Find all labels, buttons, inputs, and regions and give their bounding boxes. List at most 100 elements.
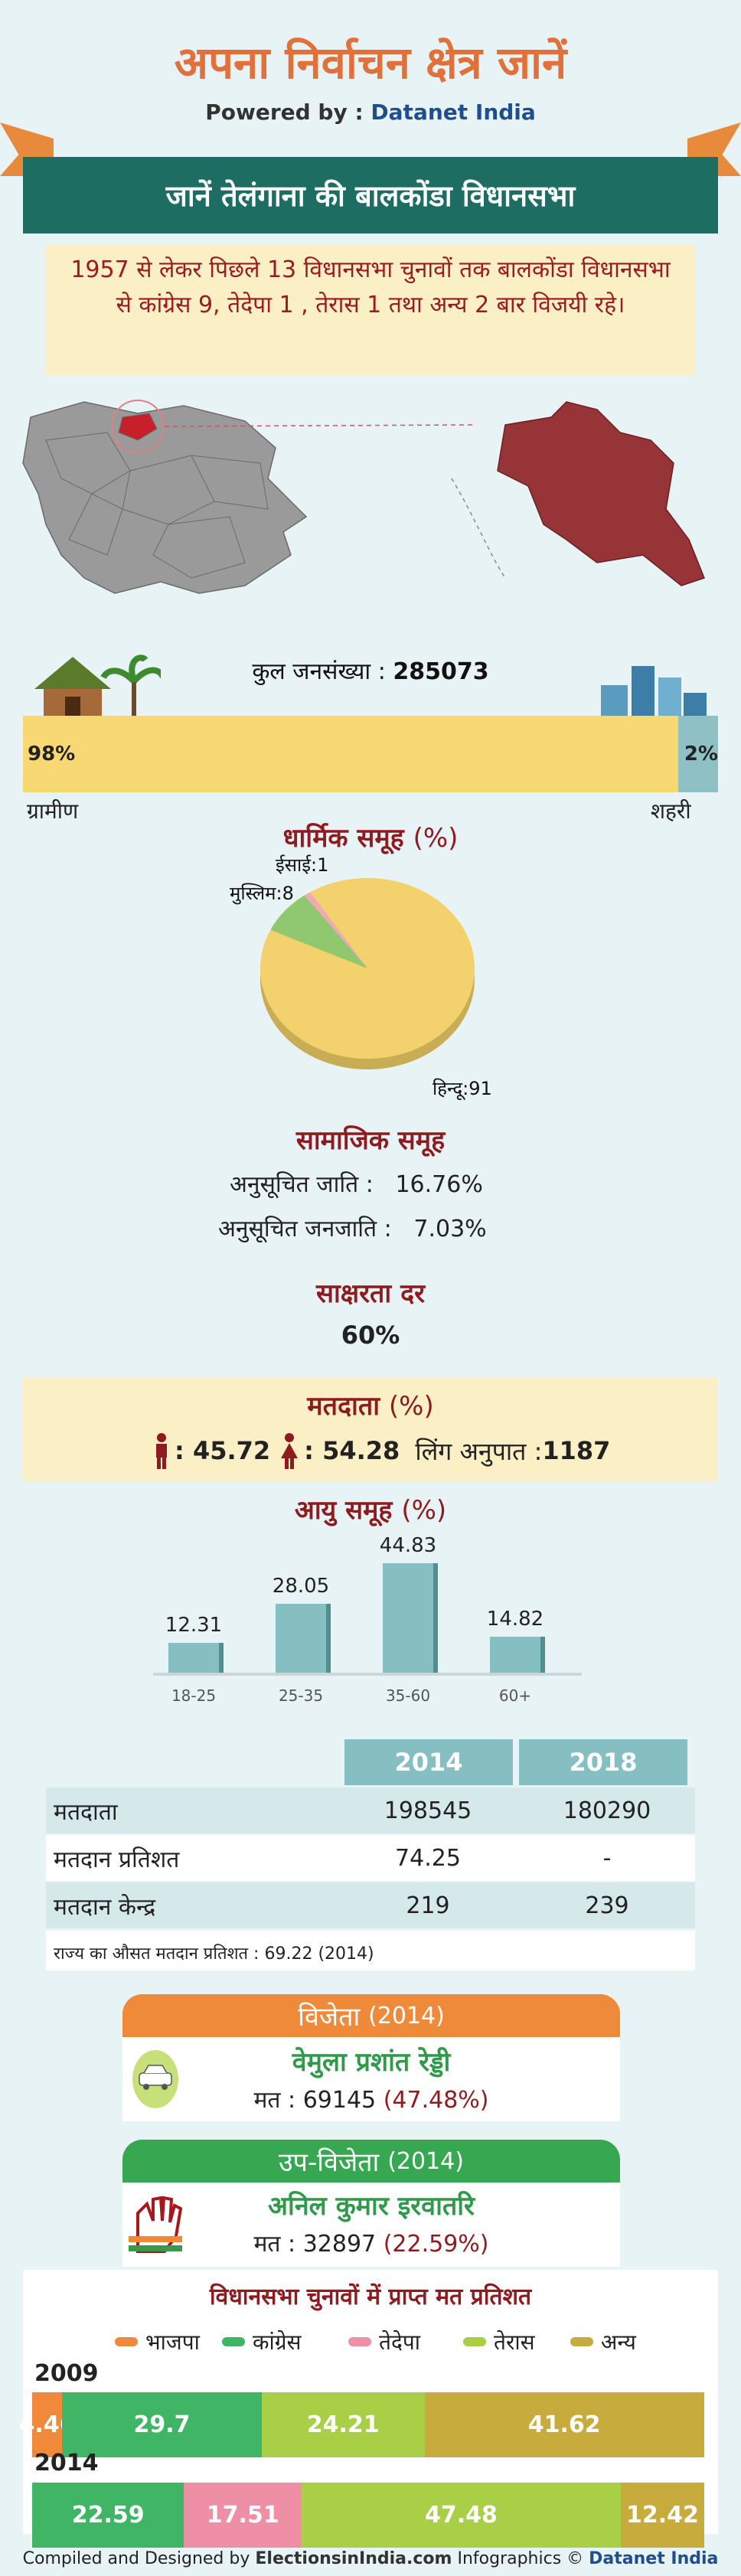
age-title: आयु समूह (%) [0,1491,741,1526]
car-symbol-icon [132,2050,178,2108]
age-bar [276,1604,326,1673]
population-label: कुल जनसंख्या : [252,658,393,685]
vote-share-segment: 22.59 [32,2483,184,2548]
vote-share-bar: 4.46 29.7 24.21 41.62 [19,2392,704,2457]
legend-item: कांग्रेस [222,2327,301,2356]
age-category-label: 35-60 [385,1686,431,1705]
voter-unit: (%) [388,1391,434,1422]
vote-share-segment: 41.62 [424,2392,704,2457]
vote-share-segment: 12.42 [620,2483,704,2548]
runnerup-pct: (22.59%) [383,2231,489,2258]
table-cell-label: मतदाता [54,1798,118,1826]
winner-card: वेमुला प्रशांत रेड्डी मत : 69145 (47.48%… [122,2037,620,2121]
sc-row: अनुसूचित जाति : 16.76% [230,1167,483,1199]
legend-item: अन्य [570,2327,636,2356]
pie-slice-1 [270,895,367,968]
table-cell-2018: 239 [585,1892,629,1919]
legend-swatch [570,2337,593,2346]
female-icon [281,1433,299,1469]
female-pct: : 54.28 [304,1436,400,1465]
footer-middle: Infographics © [452,2549,589,2568]
runnerup-header: उप-विजेता (2014) [122,2140,620,2183]
table-row: मतदान प्रतिशत 74.25 - [46,1835,695,1881]
st-value: 7.03% [413,1216,487,1242]
population-total: कुल जनसंख्या : 285073 [0,655,741,686]
legend-label: भाजपा [145,2330,200,2355]
religion-title: धार्मिक समूह (%) [0,819,741,854]
footer-credits: Compiled and Designed by ElectionsinIndi… [0,2549,741,2568]
literacy-title: साक्षरता दर [315,1278,426,1309]
religion-title-text: धार्मिक समूह [282,823,404,854]
vote-share-segment: 29.7 [62,2392,262,2457]
voter-panel [23,1378,718,1481]
winner-votes: मत : 69145 (47.48%) [122,2083,620,2114]
table-note: राज्य का औसत मतदान प्रतिशत : 69.22 (2014… [46,1931,695,1970]
winner-head-text: विजेता [298,2002,361,2032]
age-category-label: 25-35 [278,1686,324,1705]
age-value-label: 14.82 [486,1607,544,1631]
winner-pct: (47.48%) [383,2087,489,2114]
legend-swatch [115,2337,138,2346]
legend-item: भाजपा [115,2327,200,2356]
legend-item: तेदेपा [348,2327,420,2356]
urban-label: शहरी [651,798,691,824]
st-row: अनुसूचित जनजाति : 7.03% [218,1212,487,1243]
voter-title: मतदाता (%) [0,1387,741,1422]
vote-share-segment: 17.51 [184,2483,302,2548]
age-value-label: 12.31 [165,1613,223,1637]
age-title-text: आयु समूह [294,1495,393,1526]
table-cell-2014: 74.25 [395,1844,461,1872]
age-bar-chart: 12.31 18-25 28.05 25-35 44.83 35-60 14.82 60+ [153,1534,597,1715]
city-buildings-icon [601,666,707,720]
table-cell-2018: 180290 [563,1797,651,1824]
powered-prefix: Powered by : [205,100,371,125]
pie-slice-2 [304,892,367,968]
state-map [22,400,308,594]
table-row: मतदाता 198545 180290 [46,1788,695,1833]
runnerup-year: (2014) [387,2147,464,2175]
age-category-label: 18-25 [171,1686,217,1705]
constituency-map [22,400,705,594]
winner-year: (2014) [368,2002,445,2029]
table-year-2014: 2014 [344,1739,513,1785]
powered-by: Powered by : Datanet India [0,100,741,125]
rural-bar: 98% [23,716,678,792]
hand-symbol-icon [129,2196,183,2253]
voter-gender-row: : 45.72 : 54.28 लिंग अनुपात : 1187 [153,1432,610,1470]
runnerup-votes: मत : 32897 (22.59%) [122,2227,620,2258]
male-pct: : 45.72 [175,1436,271,1465]
legend-swatch [463,2337,486,2346]
religion-unit: (%) [413,823,459,854]
sc-value: 16.76% [395,1171,483,1198]
vote-share-segment: 47.48 [302,2483,621,2548]
population-bar: 98% 2% [23,716,718,792]
vote-share-year: 2014 [34,2450,99,2476]
main-title: अपना निर्वाचन क्षेत्र जानें [174,37,567,89]
social-title: सामाजिक समूह [295,1125,446,1156]
constituency-zoom [497,401,705,586]
age-bar [168,1642,219,1673]
sc-label: अनुसूचित जाति : [230,1171,374,1198]
pie-label-muslim: मुस्लिम:8 [230,883,294,904]
footer-brand: Datanet India [589,2549,719,2568]
voter-title-text: मतदाता [307,1391,380,1422]
map-pointer-line [164,424,475,427]
table-cell-2018: - [602,1844,612,1872]
pie-label-hindu: हिन्दू:91 [433,1078,492,1099]
vote-share-segment: 4.46 [19,2392,76,2457]
age-value-label: 44.83 [379,1533,437,1557]
constituency-ribbon: जानें तेलंगाना की बालकोंडा विधानसभा [23,157,718,233]
age-value-label: 28.05 [272,1575,330,1598]
rural-label: ग्रामीण [27,798,79,824]
age-axis [153,1673,582,1676]
runnerup-name: अनिल कुमार इरवातरि [268,2191,475,2222]
table-cell-2014: 219 [406,1892,450,1919]
village-hut-icon [34,655,161,718]
footer-prefix: Compiled and Designed by [22,2549,256,2568]
powered-brand: Datanet India [370,100,536,125]
male-icon [156,1433,167,1469]
vote-share-year: 2009 [34,2360,99,2387]
winner-name: वेमुला प्रशांत रेड्डी [292,2047,451,2078]
legend-swatch [348,2337,371,2346]
vote-share-segment: 24.21 [261,2392,425,2457]
